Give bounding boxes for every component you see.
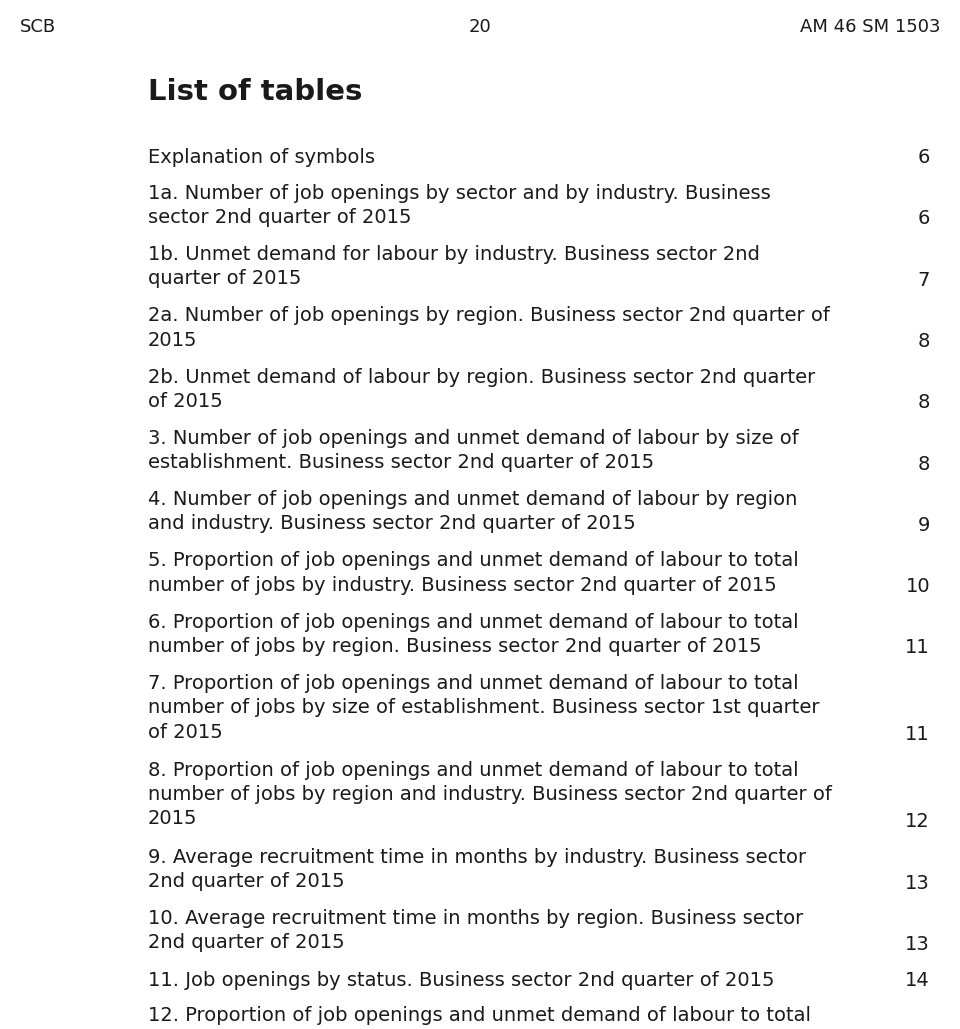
Text: 8: 8 [918,332,930,351]
Text: 20: 20 [468,17,492,36]
Text: 10. Average recruitment time in months by region. Business sector
2nd quarter of: 10. Average recruitment time in months b… [148,910,804,953]
Text: 13: 13 [905,935,930,954]
Text: 11: 11 [905,638,930,658]
Text: 1b. Unmet demand for labour by industry. Business sector 2nd
quarter of 2015: 1b. Unmet demand for labour by industry.… [148,245,760,288]
Text: 6: 6 [918,209,930,228]
Text: AM 46 SM 1503: AM 46 SM 1503 [800,17,940,36]
Text: 10: 10 [905,577,930,596]
Text: List of tables: List of tables [148,78,362,106]
Text: 7: 7 [918,271,930,289]
Text: 2b. Unmet demand of labour by region. Business sector 2nd quarter
of 2015: 2b. Unmet demand of labour by region. Bu… [148,367,815,411]
Text: 1a. Number of job openings by sector and by industry. Business
sector 2nd quarte: 1a. Number of job openings by sector and… [148,183,771,227]
Text: 12. Proportion of job openings and unmet demand of labour to total
number of job: 12. Proportion of job openings and unmet… [148,1006,821,1029]
Text: 13: 13 [905,874,930,892]
Text: SCB: SCB [20,17,56,36]
Text: 3. Number of job openings and unmet demand of labour by size of
establishment. B: 3. Number of job openings and unmet dema… [148,429,799,472]
Text: 11. Job openings by status. Business sector 2nd quarter of 2015: 11. Job openings by status. Business sec… [148,970,775,990]
Text: 11: 11 [905,725,930,744]
Text: 8. Proportion of job openings and unmet demand of labour to total
number of jobs: 8. Proportion of job openings and unmet … [148,761,832,828]
Text: 7. Proportion of job openings and unmet demand of labour to total
number of jobs: 7. Proportion of job openings and unmet … [148,674,820,742]
Text: Explanation of symbols: Explanation of symbols [148,148,375,167]
Text: 9. Average recruitment time in months by industry. Business sector
2nd quarter o: 9. Average recruitment time in months by… [148,848,806,891]
Text: 6. Proportion of job openings and unmet demand of labour to total
number of jobs: 6. Proportion of job openings and unmet … [148,612,799,657]
Text: 8: 8 [918,393,930,413]
Text: 9: 9 [918,516,930,535]
Text: 2a. Number of job openings by region. Business sector 2nd quarter of
2015: 2a. Number of job openings by region. Bu… [148,307,829,350]
Text: 14: 14 [905,970,930,990]
Text: 4. Number of job openings and unmet demand of labour by region
and industry. Bus: 4. Number of job openings and unmet dema… [148,490,798,533]
Text: 6: 6 [918,148,930,167]
Text: 8: 8 [918,455,930,473]
Text: 12: 12 [905,812,930,831]
Text: 5. Proportion of job openings and unmet demand of labour to total
number of jobs: 5. Proportion of job openings and unmet … [148,552,799,595]
